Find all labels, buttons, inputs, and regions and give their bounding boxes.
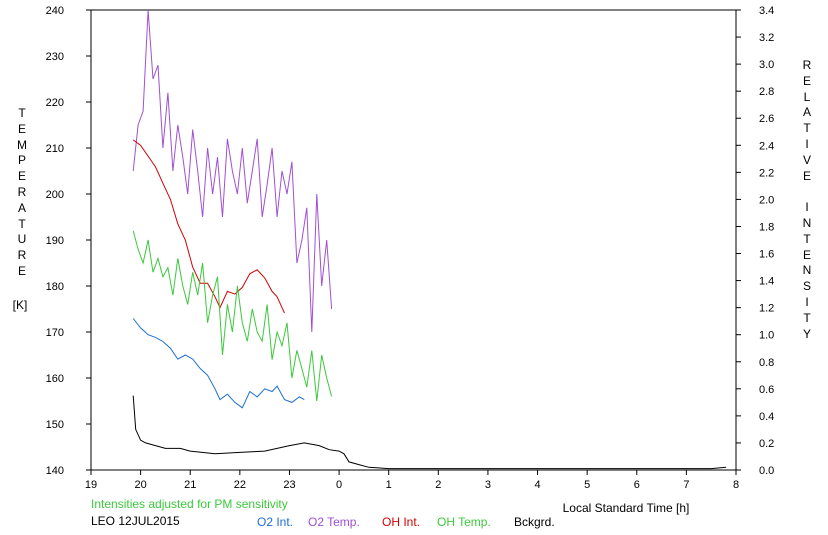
- y-left-tick-label: 230: [46, 51, 64, 63]
- y-right-tick-label: 0.0: [759, 465, 774, 477]
- axis-title-letter: E: [17, 169, 26, 184]
- y-left-tick-label: 150: [46, 419, 64, 431]
- y-right-tick-label: 2.8: [759, 86, 774, 98]
- x-tick-label: 19: [85, 479, 97, 491]
- y-right-tick-label: 2.6: [759, 113, 774, 125]
- axis-title-letter: E: [802, 168, 811, 183]
- legend-item: O2 Int.: [257, 515, 293, 529]
- y-right-tick-label: 1.0: [759, 330, 774, 342]
- tick-labels: 19 20 21 22 23 0 1 2 3 4 5 6 7 8140150160170180190200…: [46, 5, 775, 515]
- axis-title-letter: E: [17, 263, 26, 278]
- station-label: LEO 12JUL2015: [91, 514, 180, 528]
- y-right-tick-label: 3.2: [759, 32, 774, 44]
- legend-item: Bckgrd.: [514, 515, 555, 529]
- axis-title-letter: R: [802, 58, 812, 72]
- axis-title-letter: V: [802, 152, 811, 167]
- x-tick-label: 20: [134, 479, 146, 491]
- axis-title-letter: I: [805, 200, 809, 215]
- series-line-o2-int: [132, 318, 305, 409]
- y-axis-left-unit: [K]: [12, 298, 28, 312]
- axis-title-letter: T: [18, 216, 26, 231]
- plot-area: [132, 9, 727, 470]
- axis-title-letter: S: [802, 279, 811, 294]
- x-tick-label: 23: [283, 479, 295, 491]
- chart-axes: [86, 9, 741, 475]
- axis-title-letter: A: [802, 105, 811, 120]
- axis-title-letter: Y: [802, 326, 811, 341]
- y-right-tick-label: 0.6: [759, 384, 774, 396]
- y-left-tick-label: 180: [46, 281, 64, 293]
- x-tick-label: 3: [485, 479, 491, 491]
- legend-item: OH Int.: [382, 515, 420, 529]
- axis-title-letter: E: [802, 73, 811, 88]
- x-tick-label: 6: [634, 479, 640, 491]
- y-left-tick-label: 210: [46, 143, 64, 155]
- y-right-tick-label: 2.0: [759, 194, 774, 206]
- axis-title-letter: A: [17, 200, 26, 215]
- x-tick-label: 8: [733, 479, 739, 491]
- y-left-tick-label: 190: [46, 235, 64, 247]
- y-right-tick-label: 1.2: [759, 303, 774, 315]
- y-right-tick-label: 2.4: [759, 140, 774, 152]
- axis-title-letter: I: [805, 294, 809, 309]
- axis-title-letter: N: [802, 263, 812, 278]
- axis-title-letter: R: [17, 248, 27, 263]
- axis-title-letter: I: [805, 136, 809, 151]
- x-tick-label: 4: [534, 479, 540, 491]
- x-tick-label: 1: [386, 479, 392, 491]
- y-left-tick-label: 170: [46, 327, 64, 339]
- axis-title-letter: E: [802, 247, 811, 262]
- y-left-tick-label: 140: [46, 465, 64, 477]
- y-right-tick-label: 2.2: [759, 167, 774, 179]
- y-right-tick-label: 3.4: [759, 5, 774, 17]
- y-left-tick-label: 200: [46, 189, 64, 201]
- axis-title-letter: T: [803, 121, 811, 136]
- axis-title-letter: L: [803, 89, 811, 104]
- axis-title-letter: P: [17, 153, 26, 168]
- y-right-tick-label: 0.4: [759, 411, 774, 423]
- axis-title-letter: N: [802, 215, 812, 230]
- axis-title-letter: U: [17, 232, 27, 247]
- axis-title-letter: R: [17, 184, 27, 199]
- x-tick-label: 22: [234, 479, 246, 491]
- x-tick-label: 5: [584, 479, 590, 491]
- plot-frame: [90, 9, 737, 471]
- series-line-bckgrd: [132, 395, 727, 470]
- series-line-o2-temp: [132, 9, 333, 333]
- legend-item: O2 Temp.: [308, 515, 360, 529]
- y-left-tick-label: 220: [46, 97, 64, 109]
- legend-item: OH Temp.: [437, 515, 491, 529]
- adjust-note: Intensities adjusted for PM sensitivity: [91, 497, 288, 511]
- y-right-tick-label: 1.4: [759, 276, 774, 288]
- x-axis-title: Local Standard Time [h]: [563, 501, 690, 515]
- y-right-tick-label: 0.8: [759, 357, 774, 369]
- series-line-oh-temp: [132, 230, 333, 402]
- x-tick-label: 2: [435, 479, 441, 491]
- y-right-tick-label: 1.6: [759, 249, 774, 261]
- series-line-oh-int: [132, 139, 285, 314]
- axis-title-letter: T: [803, 231, 811, 246]
- y-left-tick-label: 160: [46, 373, 64, 385]
- axis-title-letter: E: [17, 121, 26, 136]
- y-right-tick-label: 3.0: [759, 59, 774, 71]
- y-left-tick-label: 240: [46, 5, 64, 17]
- x-tick-label: 7: [683, 479, 689, 491]
- axis-title-letter: M: [17, 137, 27, 152]
- axis-title-letter: [797, 184, 817, 200]
- legend: O2 Int. O2 Temp. OH Int. OH Temp. Bckgrd.: [257, 515, 555, 529]
- axis-title-letter: T: [18, 106, 26, 120]
- x-tick-label: 0: [336, 479, 342, 491]
- y-right-tick-label: 0.2: [759, 438, 774, 450]
- axis-title-letter: T: [803, 310, 811, 325]
- y-right-tick-label: 1.8: [759, 221, 774, 233]
- x-tick-label: 21: [184, 479, 196, 491]
